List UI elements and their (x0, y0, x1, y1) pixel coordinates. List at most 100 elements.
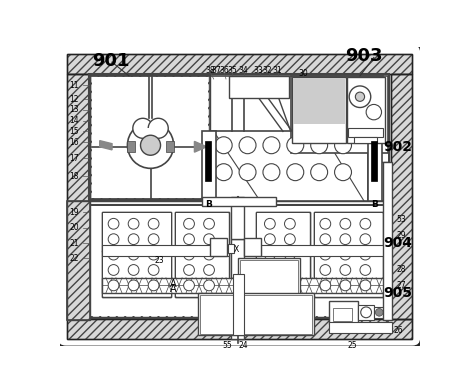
Circle shape (320, 234, 331, 245)
Circle shape (264, 234, 275, 245)
Text: 24: 24 (238, 341, 248, 350)
Bar (166, 141, 174, 152)
Circle shape (320, 218, 331, 229)
Text: 29: 29 (396, 231, 406, 240)
Text: 13: 13 (69, 105, 79, 114)
Circle shape (148, 280, 159, 291)
Circle shape (320, 249, 331, 260)
Circle shape (340, 218, 351, 229)
Text: 20: 20 (69, 223, 79, 232)
Circle shape (183, 249, 194, 260)
Circle shape (108, 218, 119, 229)
Bar (329, 322, 392, 333)
Bar (89, 205, 389, 318)
Bar (90, 75, 388, 199)
Text: 904: 904 (383, 236, 412, 250)
Circle shape (133, 118, 153, 138)
Circle shape (148, 118, 168, 138)
Bar (127, 141, 135, 152)
Circle shape (264, 249, 275, 260)
Text: 22: 22 (69, 254, 79, 263)
Text: 36: 36 (219, 66, 229, 75)
Bar (89, 74, 389, 201)
Bar (348, 128, 383, 137)
Bar (329, 301, 358, 324)
Circle shape (239, 137, 256, 154)
Bar (102, 212, 171, 297)
Bar (210, 238, 227, 256)
Text: 905: 905 (383, 286, 412, 300)
Text: 28: 28 (397, 265, 406, 275)
Circle shape (215, 137, 232, 154)
Text: 16: 16 (69, 138, 79, 147)
Text: 901: 901 (92, 51, 130, 70)
Text: A: A (170, 279, 177, 289)
Text: 18: 18 (69, 172, 79, 180)
Bar (291, 76, 388, 153)
Bar (89, 74, 389, 201)
Text: 902: 902 (383, 140, 412, 154)
Circle shape (360, 280, 371, 291)
Circle shape (320, 265, 331, 275)
Text: 14: 14 (69, 116, 79, 125)
Bar (67, 201, 90, 320)
Circle shape (140, 135, 161, 155)
Bar (257, 213, 309, 296)
Circle shape (264, 280, 275, 291)
Bar (92, 77, 208, 198)
Text: 38: 38 (206, 66, 215, 75)
Text: B: B (371, 200, 378, 209)
Circle shape (148, 218, 159, 229)
Bar (202, 197, 276, 206)
Bar (175, 212, 229, 297)
Circle shape (264, 265, 275, 275)
Circle shape (183, 280, 194, 291)
Circle shape (128, 280, 139, 291)
Bar (314, 212, 383, 297)
Bar (90, 75, 210, 199)
Circle shape (128, 249, 139, 260)
Bar (202, 131, 216, 201)
Circle shape (183, 218, 194, 229)
Bar (102, 212, 171, 297)
Text: 15: 15 (69, 127, 79, 136)
Bar (103, 213, 170, 296)
Circle shape (204, 218, 214, 229)
Bar (368, 131, 381, 201)
Circle shape (360, 218, 371, 229)
Bar (89, 74, 389, 201)
Bar (262, 245, 385, 256)
Bar (89, 205, 389, 318)
Bar (198, 293, 314, 335)
Circle shape (128, 218, 139, 229)
Circle shape (311, 137, 328, 154)
Bar (67, 54, 412, 74)
Polygon shape (194, 141, 207, 152)
Text: 19: 19 (69, 208, 79, 217)
Bar (90, 206, 388, 316)
Circle shape (340, 249, 351, 260)
Text: 25: 25 (347, 341, 357, 350)
Bar (383, 162, 392, 320)
Circle shape (285, 234, 295, 245)
Circle shape (287, 137, 304, 154)
Circle shape (285, 249, 295, 260)
FancyBboxPatch shape (57, 44, 422, 347)
Bar (205, 140, 212, 180)
Bar (175, 212, 229, 297)
Bar (102, 245, 229, 256)
Circle shape (263, 137, 280, 154)
Text: 53: 53 (396, 216, 406, 224)
Text: A: A (170, 284, 177, 294)
Text: 23: 23 (155, 256, 165, 265)
Circle shape (204, 249, 214, 260)
Circle shape (108, 280, 119, 291)
Bar (67, 319, 412, 338)
Bar (354, 137, 377, 143)
Bar (371, 140, 377, 180)
Bar (90, 75, 210, 199)
Circle shape (340, 265, 351, 275)
Bar (333, 308, 352, 321)
Bar (358, 305, 374, 320)
Bar (293, 78, 345, 124)
